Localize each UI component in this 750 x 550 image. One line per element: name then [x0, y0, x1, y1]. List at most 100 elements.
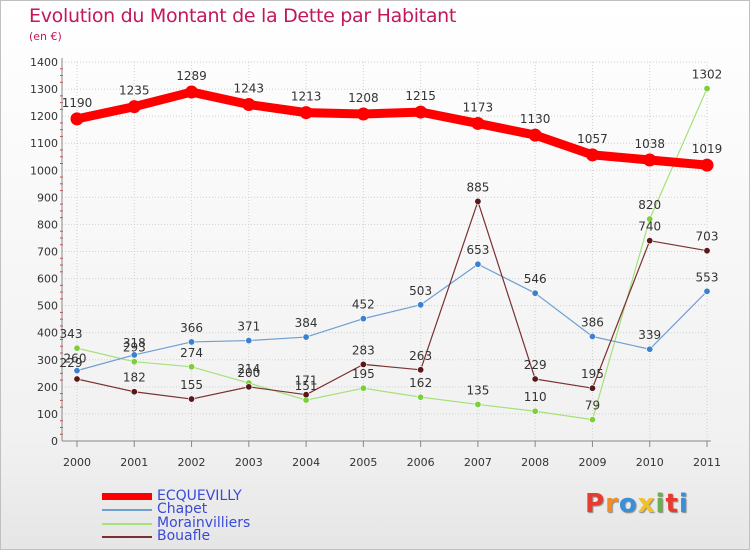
series-layer [70, 85, 714, 424]
data-label: 1208 [348, 91, 379, 105]
data-label: 1302 [692, 68, 723, 82]
x-tick-label: 2002 [178, 456, 206, 469]
data-point [643, 153, 657, 167]
series-line-morainvilliers [76, 87, 708, 421]
y-tick-label: 1000 [30, 164, 58, 177]
x-tick-label: 2006 [407, 456, 435, 469]
data-label: 820 [638, 198, 661, 212]
x-tick-label: 2000 [63, 456, 91, 469]
x-tick-label: 2008 [521, 456, 549, 469]
data-point [531, 375, 539, 383]
y-tick-label: 200 [37, 381, 58, 394]
data-point [130, 358, 138, 366]
data-point [703, 247, 711, 255]
data-label: 214 [237, 362, 260, 376]
logo-letter: i [678, 489, 689, 519]
data-point [73, 344, 81, 352]
data-point [188, 338, 196, 346]
data-label: 1019 [692, 142, 723, 156]
data-label: 229 [524, 358, 547, 372]
data-label: 200 [237, 366, 260, 380]
data-point [528, 128, 542, 142]
data-point [359, 315, 367, 323]
data-point [356, 107, 370, 121]
data-point [414, 105, 428, 119]
data-label: 1130 [520, 112, 551, 126]
logo-letter: o [618, 489, 638, 519]
data-label: 1213 [291, 90, 322, 104]
data-label: 1038 [634, 137, 665, 151]
data-point [417, 301, 425, 309]
legend-label: Chapet [157, 501, 208, 517]
data-point [242, 98, 256, 112]
data-label: 263 [409, 349, 432, 363]
data-label: 135 [466, 383, 489, 397]
x-tick-label: 2009 [578, 456, 606, 469]
x-tick-label: 2011 [693, 456, 721, 469]
data-point [585, 148, 599, 162]
data-label: 151 [295, 379, 318, 393]
data-label: 318 [123, 336, 146, 350]
x-tick-label: 2005 [349, 456, 377, 469]
data-point [299, 106, 313, 120]
data-point [474, 400, 482, 408]
data-point [359, 360, 367, 368]
legend-swatch [102, 509, 152, 511]
data-label: 1235 [119, 84, 150, 98]
data-label: 195 [352, 367, 375, 381]
legend-label: ECQUEVILLY [157, 488, 242, 504]
data-label: 553 [696, 270, 719, 284]
logo-letter: t [665, 489, 679, 519]
data-point [588, 384, 596, 392]
axes: 0 100 200 300 400 500 600 700 800 900 1000 1100 1200… [30, 56, 721, 469]
data-point [185, 85, 199, 99]
y-tick-label: 700 [37, 246, 58, 259]
data-label: 293 [123, 341, 146, 355]
data-label: 195 [581, 367, 604, 381]
data-point [474, 197, 482, 205]
data-label: 503 [409, 284, 432, 298]
grid [62, 61, 708, 442]
chart-title: Evolution du Montant de la Dette par Hab… [29, 5, 457, 27]
data-point [700, 158, 714, 172]
logo-letter: r [605, 489, 619, 519]
data-point [70, 112, 84, 126]
data-label: 229 [60, 356, 83, 370]
y-tick-label: 1100 [30, 137, 58, 150]
y-tick-label: 0 [51, 435, 58, 448]
y-tick-label: 1200 [30, 110, 58, 123]
data-label: 546 [524, 272, 547, 286]
legend-label: Morainvilliers [157, 515, 251, 531]
data-point [245, 383, 253, 391]
data-point [302, 391, 310, 399]
data-label: 653 [466, 243, 489, 257]
x-tick-label: 2010 [636, 456, 664, 469]
data-point [646, 215, 654, 223]
data-point [359, 384, 367, 392]
data-point [73, 367, 81, 375]
y-tick-label: 400 [37, 327, 58, 340]
y-tick-label: 900 [37, 191, 58, 204]
data-label: 283 [352, 343, 375, 357]
data-label: 740 [638, 220, 661, 234]
data-point [417, 366, 425, 374]
data-point [646, 237, 654, 245]
data-label: 155 [180, 378, 203, 392]
data-label: 260 [64, 352, 87, 366]
data-label: 162 [409, 376, 432, 390]
logo-letter: P [585, 489, 606, 519]
data-label: 274 [180, 346, 203, 360]
series-line-ecquevilly [72, 87, 712, 170]
data-label: 1057 [577, 132, 608, 146]
data-label: 386 [581, 316, 604, 330]
data-label: 366 [180, 321, 203, 335]
data-label: 1173 [463, 100, 494, 114]
logo-letter: i [655, 489, 666, 519]
x-tick-label: 2007 [464, 456, 492, 469]
data-label: 1243 [234, 82, 265, 96]
y-tick-label: 1300 [30, 83, 58, 96]
data-label: 343 [60, 327, 83, 341]
y-tick-label: 1400 [30, 56, 58, 69]
